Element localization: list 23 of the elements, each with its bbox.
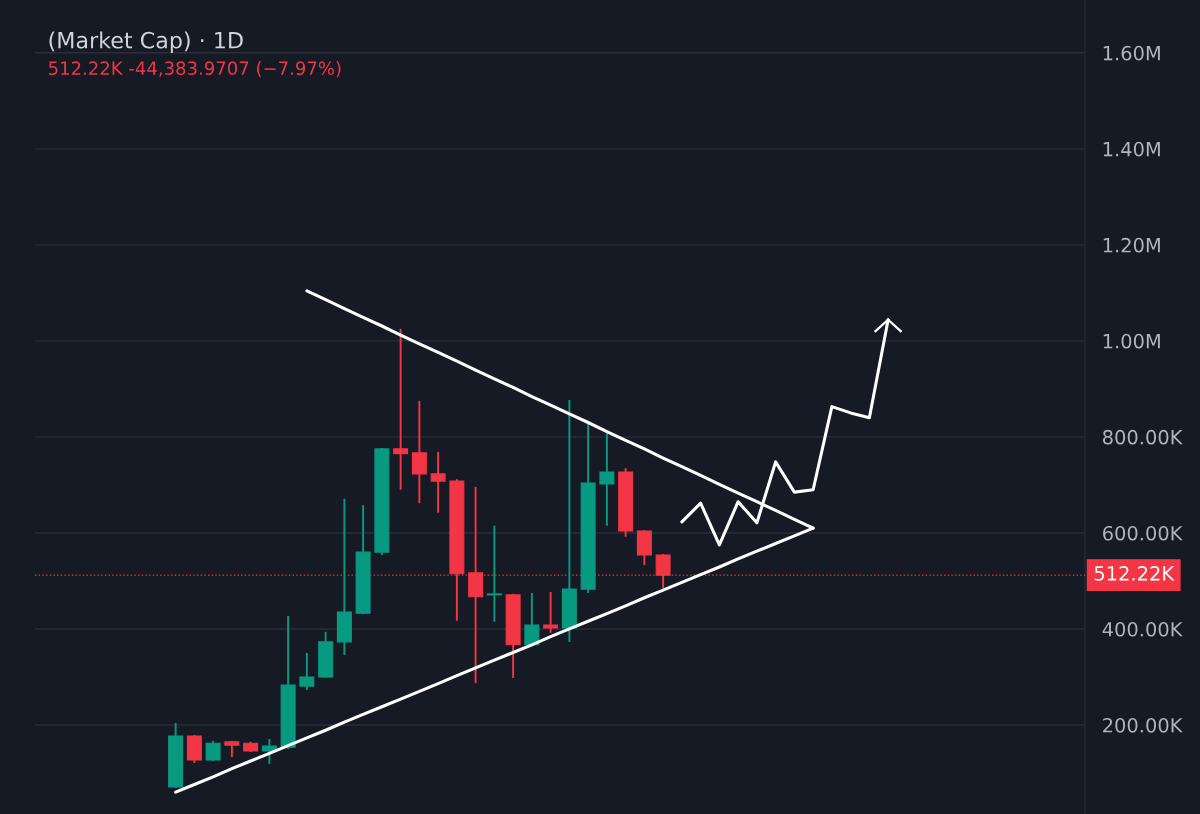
- candlestick: [636, 529, 652, 567]
- y-tick-label: 200.00K: [1103, 717, 1183, 733]
- candlestick: [524, 591, 540, 646]
- candlestick: [186, 734, 202, 764]
- y-tick-label: 1.20M: [1103, 237, 1160, 253]
- candlestick: [299, 652, 315, 691]
- text: 512.22K -44,383.9707 (−7.97%): [48, 61, 341, 78]
- y-tick-label: 1.00M: [1103, 333, 1160, 349]
- y-tick-label: 800.00K: [1102, 429, 1183, 445]
- y-tick-label: 400.00K: [1102, 621, 1183, 637]
- candlestick: [543, 591, 559, 634]
- candlestick: [430, 450, 446, 514]
- candlestick: [393, 327, 409, 491]
- ref-line-label: 512.22K: [1094, 566, 1175, 581]
- y-tick-label: 1.40M: [1103, 141, 1160, 157]
- candlestick: [411, 399, 427, 505]
- candlestick: [599, 432, 615, 527]
- candlestick: [486, 524, 502, 623]
- candlestick: [205, 739, 221, 762]
- text: (Market Cap) · 1D: [49, 31, 243, 53]
- y-tick-label: 600.00K: [1103, 525, 1183, 541]
- y-tick-label: 1.60M: [1103, 45, 1160, 61]
- candlestick: [261, 737, 277, 765]
